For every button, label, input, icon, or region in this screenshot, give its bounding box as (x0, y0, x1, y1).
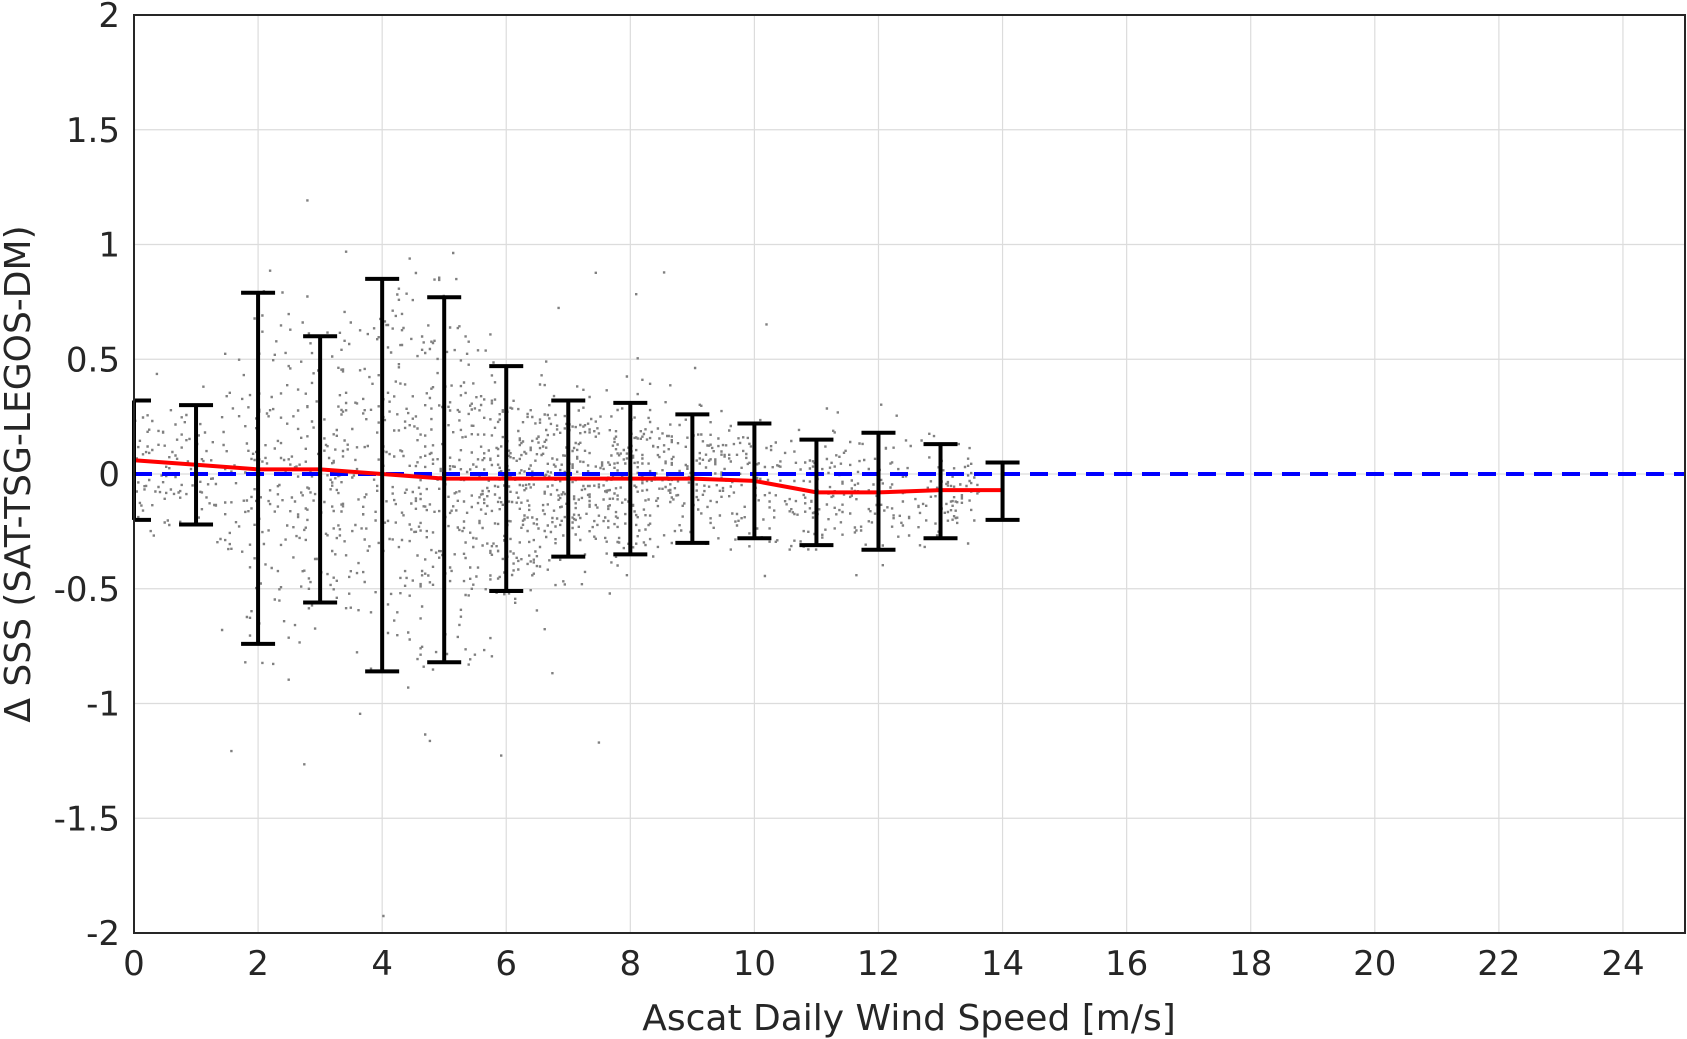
y-tick-label: 1.5 (66, 111, 120, 151)
error-bars (132, 276, 1020, 674)
y-tick-label: -1 (86, 685, 120, 725)
error-bar (675, 412, 710, 545)
y-tick-label: 0.5 (66, 340, 120, 380)
error-bar (799, 437, 834, 548)
y-axis-title: Δ SSS (SAT-TSG-LEGOS-DM) (0, 225, 39, 722)
x-tick-labels: 0 2 4 6 8 10 12 14 16 18 20 22 24 (123, 944, 1644, 984)
x-tick-label: 16 (1105, 944, 1148, 984)
x-tick-label: 22 (1477, 944, 1520, 984)
y-tick-label: -0.5 (54, 570, 120, 610)
x-tick-label: 4 (371, 944, 393, 984)
x-tick-label: 6 (495, 944, 517, 984)
x-tick-label: 18 (1229, 944, 1272, 984)
error-bar (489, 364, 524, 594)
error-bar (861, 430, 896, 552)
y-tick-label: -2 (86, 914, 120, 954)
error-bar (737, 421, 772, 541)
error-bar (427, 295, 462, 665)
y-tick-label: -1.5 (54, 799, 120, 839)
error-bar (985, 460, 1020, 522)
error-bar (613, 400, 648, 557)
error-bar (923, 442, 958, 541)
x-tick-label: 2 (247, 944, 269, 984)
error-bar (179, 403, 214, 527)
error-bar (303, 334, 338, 605)
error-bar (365, 276, 400, 674)
x-tick-label: 20 (1353, 944, 1396, 984)
x-tick-label: 8 (619, 944, 641, 984)
x-tick-label: 10 (733, 944, 776, 984)
x-tick-label: 12 (857, 944, 900, 984)
error-bar (241, 290, 276, 646)
plot-frame (133, 14, 1686, 934)
y-tick-labels: -2 -1.5 -1 -0.5 0 0.5 1 1.5 2 (54, 0, 120, 954)
x-tick-label: 24 (1601, 944, 1644, 984)
y-tick-label: 1 (98, 226, 120, 266)
error-bar (551, 398, 586, 559)
x-axis-title: Ascat Daily Wind Speed [m/s] (642, 998, 1176, 1039)
y-tick-label: 2 (98, 0, 120, 36)
x-tick-label: 14 (981, 944, 1024, 984)
y-tick-label: 0 (98, 455, 120, 495)
x-tick-label: 0 (123, 944, 145, 984)
